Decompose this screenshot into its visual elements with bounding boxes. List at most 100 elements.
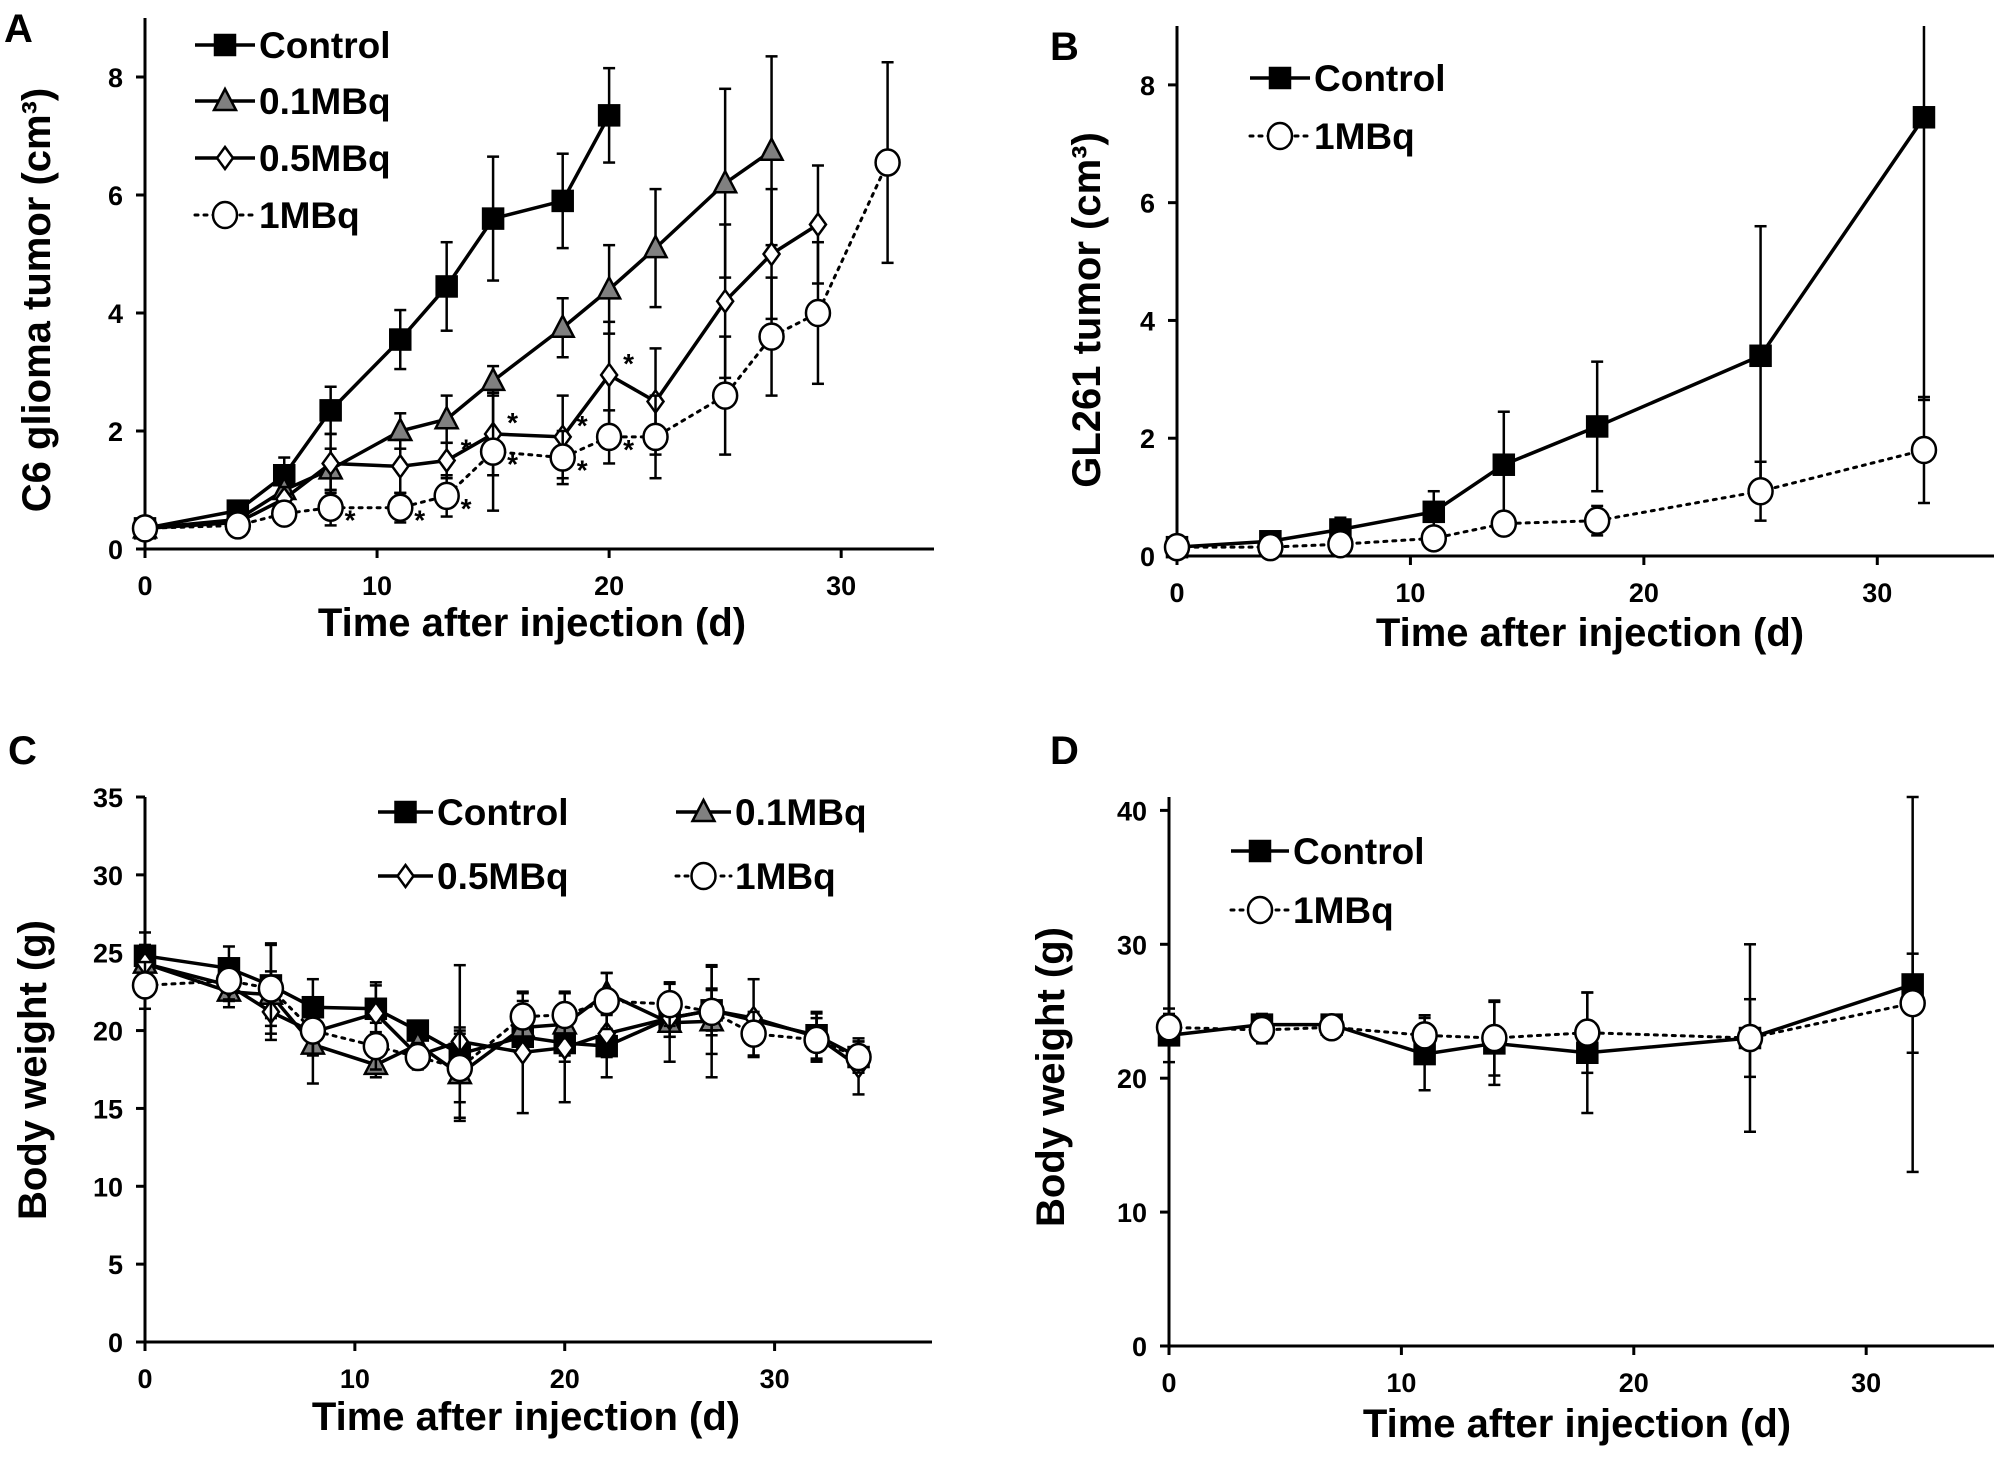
data-point (389, 328, 412, 351)
data-point (762, 240, 782, 268)
y-tick-label: 0 (108, 535, 123, 565)
legend-label: 0.1MBq (735, 792, 867, 833)
legend-label: 0.1MBq (259, 81, 391, 122)
series-line (143, 161, 890, 530)
legend-label: 1MBq (1314, 116, 1415, 157)
legend-item: 1MBq (1248, 116, 1415, 157)
x-tick-label: 10 (362, 571, 392, 601)
data-point (712, 168, 739, 194)
panel-label: D (1050, 729, 1079, 773)
data-point (131, 971, 159, 1000)
legend-item: 1MBq (193, 195, 360, 236)
panel-a-tumor-c6: A 0 10 20 30 0 2 4 6 8 Time after injection (d) C6 … (4, 7, 934, 645)
panel-label: A (4, 7, 33, 51)
series-1mbq (131, 942, 872, 1104)
panel-c-body-weight-c6: C 0 10 20 30 0 5 10 15 20 25 30 35 Time after injecti… (8, 729, 932, 1439)
series-control (1157, 795, 1924, 1174)
x-axis-label: Time after injection (d) (1376, 611, 1804, 655)
data-point (845, 1042, 872, 1072)
y-tick-label: 0 (108, 1328, 123, 1358)
series-line (1175, 448, 1926, 549)
legend-item: 0.5MBq (378, 856, 569, 897)
data-point (1910, 435, 1938, 465)
data-point (131, 514, 159, 543)
data-point (270, 499, 298, 528)
x-tick-label: 0 (137, 571, 152, 601)
data-point (597, 104, 621, 127)
significance-asterisk: * (414, 505, 425, 536)
y-tick-label: 5 (108, 1250, 123, 1280)
significance-asterisk: * (461, 434, 472, 465)
y-tick-label: 10 (1117, 1198, 1147, 1228)
data-point (1481, 1023, 1508, 1053)
x-tick-label: 20 (594, 571, 624, 601)
legend-label: 0.5MBq (437, 856, 569, 897)
data-point (758, 322, 785, 351)
legend-item: 1MBq (1229, 890, 1394, 931)
y-tick-label: 35 (93, 783, 123, 813)
legend-label: 1MBq (1293, 890, 1394, 931)
x-tick-label: 30 (1862, 578, 1892, 608)
x-tick-label: 20 (1619, 1368, 1649, 1398)
data-point (319, 399, 342, 422)
legend-label: 0.5MBq (259, 138, 391, 179)
data-point (446, 1053, 474, 1083)
y-tick-label: 20 (93, 1017, 123, 1047)
data-point (1492, 453, 1516, 476)
significance-asterisk: * (623, 348, 634, 379)
legend-item: Control (378, 792, 569, 833)
y-tick-label: 6 (1140, 189, 1155, 219)
x-tick-label: 0 (1161, 1368, 1176, 1398)
legend-item: Control (1231, 831, 1425, 872)
y-tick-label: 4 (1140, 306, 1155, 336)
x-axis-label: Time after injection (d) (318, 601, 746, 645)
series-line (144, 149, 773, 531)
data-point (513, 1039, 533, 1066)
legend-label: 1MBq (735, 856, 836, 897)
y-tick-label: 8 (1140, 71, 1155, 101)
y-axis-label: C6 glioma tumor (cm³) (15, 88, 59, 512)
legend-marker (394, 800, 417, 824)
legend-marker (395, 862, 416, 890)
legend-label: Control (1314, 58, 1446, 99)
x-tick-label: 0 (137, 1364, 152, 1394)
legend-marker (690, 861, 717, 891)
legend-marker (1266, 121, 1294, 151)
series-line (1168, 982, 1914, 1056)
data-point (1585, 415, 1609, 438)
y-tick-label: 30 (1117, 930, 1147, 960)
data-point (1163, 532, 1191, 562)
legend-marker (690, 797, 717, 823)
panel-d-body-weight-gl261: D 0 10 20 30 0 10 20 30 40 Time after injection (d… (1029, 729, 1994, 1446)
data-point (1318, 1013, 1345, 1042)
data-point (740, 1019, 767, 1048)
data-point (481, 207, 505, 230)
legend-label: 1MBq (259, 195, 360, 236)
series-line (1167, 1001, 1915, 1040)
x-tick-label: 30 (826, 571, 856, 601)
y-axis-label: Body weight (g) (1029, 927, 1073, 1227)
data-point (549, 443, 576, 472)
data-point (321, 450, 341, 477)
data-point (1422, 500, 1446, 524)
data-point (656, 989, 683, 1019)
x-tick-label: 10 (1386, 1368, 1416, 1398)
x-tick-label: 0 (1169, 578, 1184, 608)
data-point (593, 986, 620, 1016)
legend-item: 1MBq (674, 856, 836, 897)
data-point (758, 136, 785, 161)
legend-marker (1248, 839, 1272, 863)
x-tick-label: 20 (550, 1364, 580, 1394)
series-line (143, 979, 861, 1070)
data-point (1155, 1013, 1183, 1042)
y-tick-label: 2 (108, 417, 123, 447)
data-point (435, 275, 458, 298)
legend-label: Control (1293, 831, 1425, 872)
y-tick-label: 4 (108, 299, 123, 329)
data-point (1912, 106, 1936, 129)
data-point (479, 437, 507, 466)
data-point (1736, 1023, 1764, 1053)
panel-label: B (1050, 25, 1079, 69)
legend-item: 0.5MBq (195, 138, 391, 179)
